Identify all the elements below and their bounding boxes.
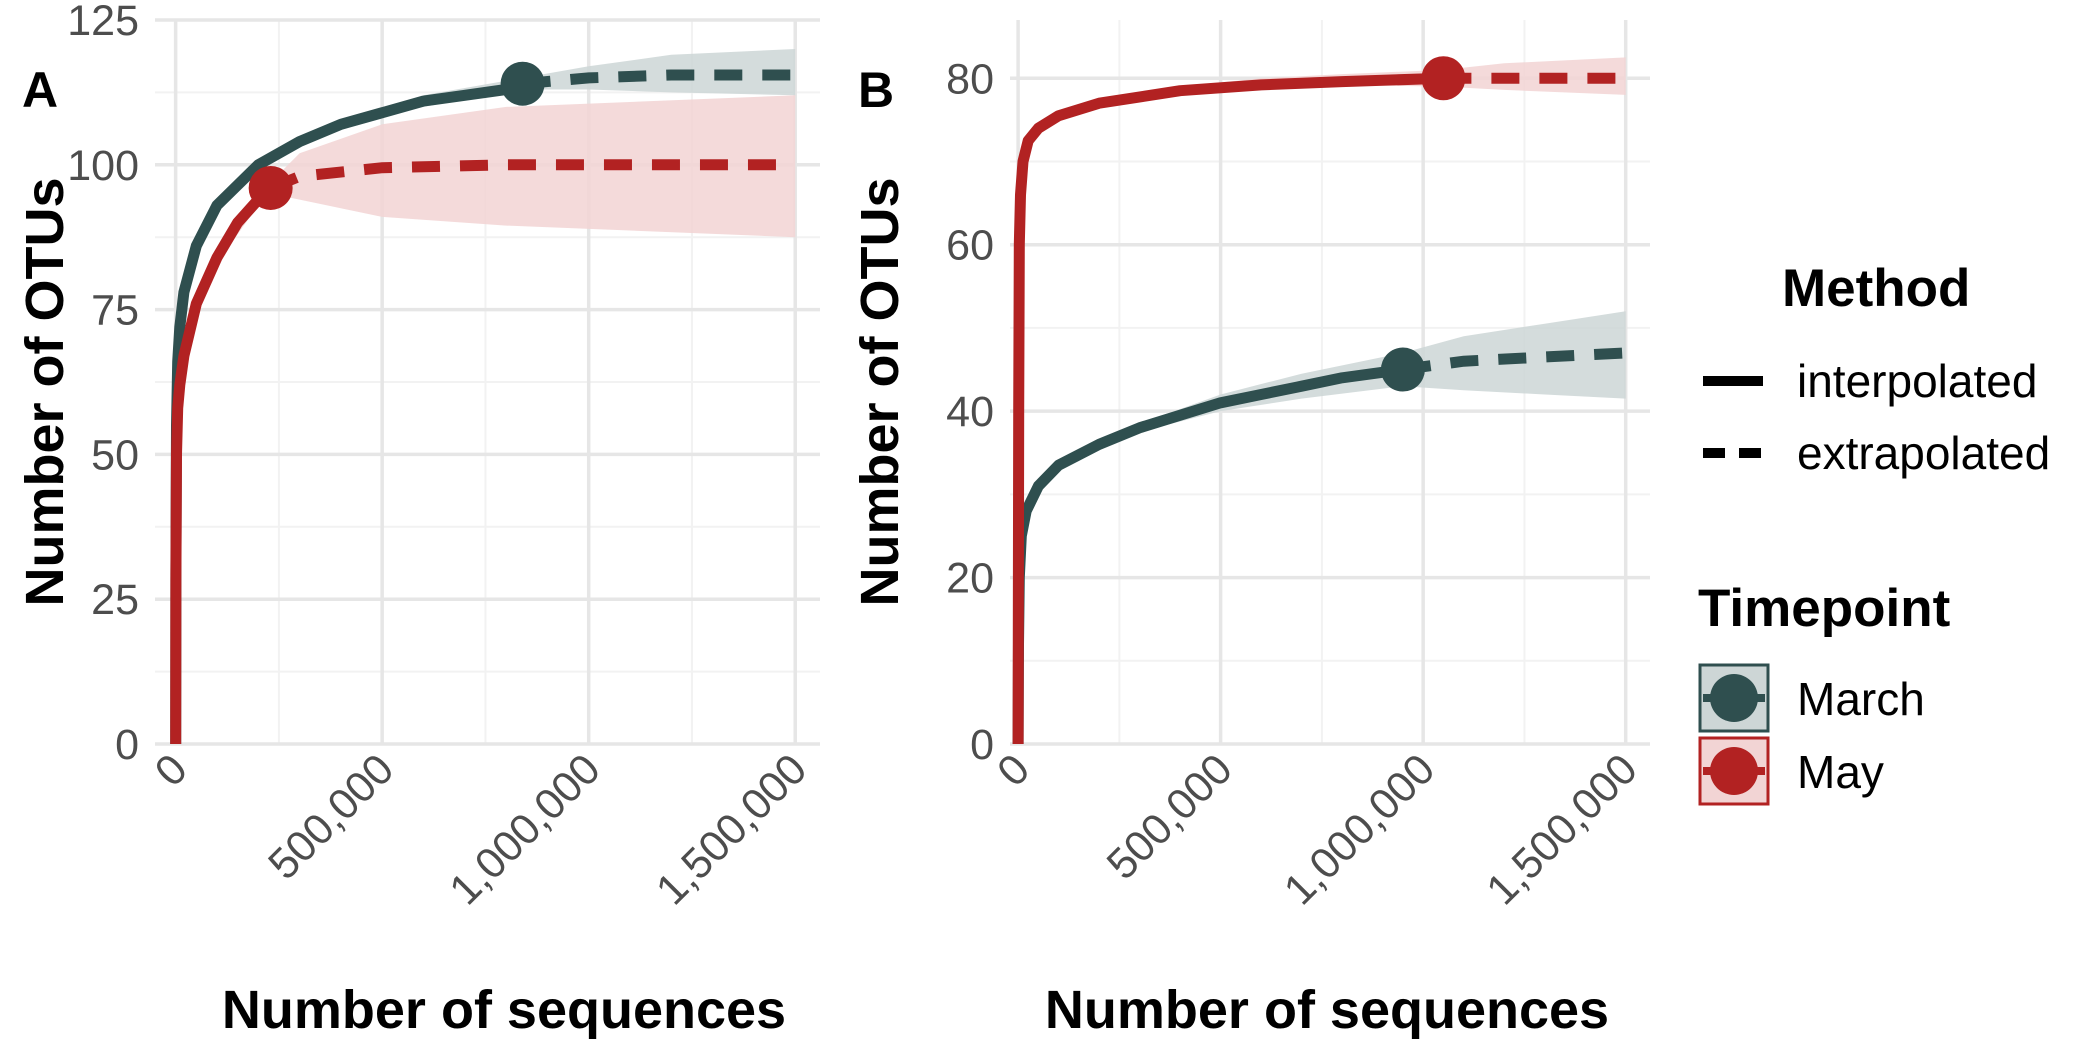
legend-march-key-point (1710, 674, 1758, 722)
march-confidence-band (423, 49, 796, 107)
legend-may-key-point (1710, 747, 1758, 795)
legend-may-label: May (1797, 746, 1884, 798)
panel-b-x-tick-labels: 0 500,000 1,000,000 1,500,000 (988, 745, 1646, 914)
panel-a-x-axis-title: Number of sequences (222, 980, 786, 1040)
x-tick-label: 500,000 (259, 745, 403, 889)
march-observed-point (500, 61, 545, 106)
y-tick-label: 50 (91, 431, 139, 479)
x-tick-label: 1,000,000 (1275, 745, 1444, 914)
panel-a-confidence-bands (196, 49, 796, 310)
panel-a-x-tick-labels: 0 500,000 1,000,000 1,500,000 (146, 745, 816, 914)
panel-b-x-axis-title: Number of sequences (1045, 980, 1609, 1040)
may-observed-point (1421, 56, 1466, 101)
legend-timepoint-title: Timepoint (1698, 579, 1950, 638)
march-extrapolated-line (1402, 347, 1626, 375)
panel-b-tag: B (858, 62, 894, 118)
y-tick-label: 20 (946, 555, 994, 603)
panel-a-tag: A (22, 62, 58, 118)
march-observed-point (1380, 347, 1425, 392)
x-tick-label: 500,000 (1098, 745, 1242, 889)
legend-march-label: March (1797, 673, 1925, 725)
y-tick-label: 125 (67, 0, 139, 45)
may-interpolated-line (170, 183, 275, 745)
panel-a: 0 25 50 75 100 125 0 500,000 1,000,000 1,500,000… (15, 0, 820, 1040)
legend: Method interpolated extrapolated Timepoi… (1698, 259, 2050, 806)
y-tick-label: 75 (91, 287, 139, 335)
x-tick-label: 1,500,000 (1478, 745, 1647, 914)
legend-extrapolated-label: extrapolated (1797, 427, 2050, 479)
x-tick-label: 0 (988, 745, 1039, 796)
legend-interpolated-label: interpolated (1797, 355, 2037, 407)
panel-b-grid (1010, 20, 1650, 746)
x-tick-label: 1,500,000 (647, 745, 816, 914)
y-tick-label: 60 (946, 222, 994, 270)
panel-b-observed-points (1380, 56, 1466, 392)
y-tick-label: 0 (115, 721, 139, 769)
panel-a-observed-points (248, 61, 545, 210)
y-tick-label: 80 (946, 55, 994, 103)
panel-b-y-tick-labels: 0 20 40 60 80 (946, 55, 994, 769)
march-extrapolated-line (522, 69, 796, 90)
y-tick-label: 100 (67, 142, 139, 190)
legend-method-title: Method (1782, 259, 1970, 318)
x-tick-label: 0 (146, 745, 197, 796)
may-confidence-band (196, 95, 796, 310)
may-interpolated-line (1012, 72, 1444, 745)
x-tick-label: 1,000,000 (441, 745, 610, 914)
y-tick-label: 25 (91, 576, 139, 624)
panel-b: 0 20 40 60 80 0 500,000 1,000,000 1,500,000 B N… (850, 20, 1650, 1040)
panel-b-y-axis-title: Number of OTUs (850, 177, 910, 606)
panel-a-y-tick-labels: 0 25 50 75 100 125 (67, 0, 139, 769)
may-observed-point (248, 165, 293, 210)
panel-a-y-axis-title: Number of OTUs (15, 177, 75, 606)
y-tick-label: 0 (970, 721, 994, 769)
march-interpolated-line (1012, 364, 1404, 745)
y-tick-label: 40 (946, 388, 994, 436)
